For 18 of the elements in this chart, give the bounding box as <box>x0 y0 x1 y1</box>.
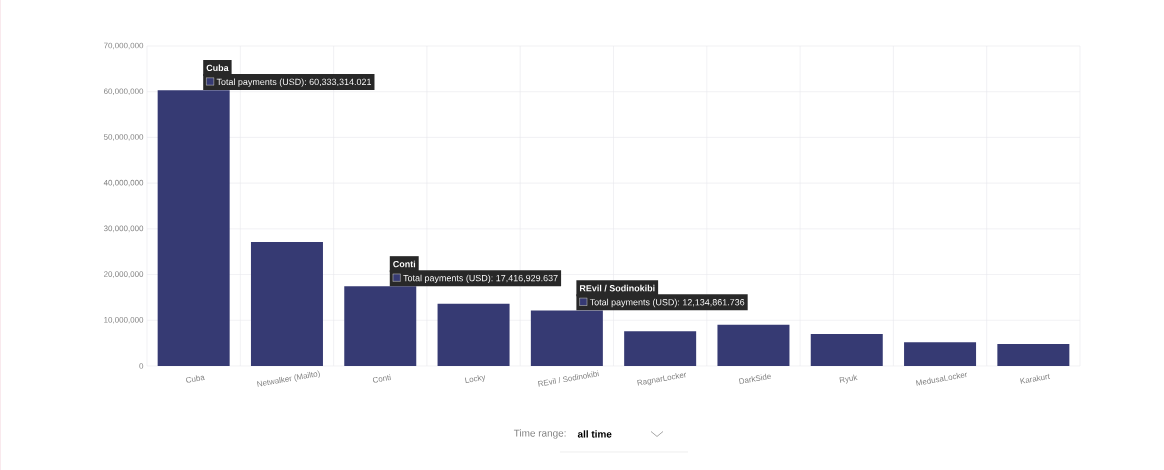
annotation: Total payments (USD): 60,333,314.021 <box>216 78 372 87</box>
bar <box>624 331 697 366</box>
text: Time range: <box>513 429 566 439</box>
bar <box>437 303 510 366</box>
annotation: Total payments (USD): 17,416,929.637 <box>403 274 558 284</box>
bar <box>997 344 1070 366</box>
annotation: Conti <box>393 260 416 268</box>
bar <box>344 286 417 366</box>
bar <box>250 242 323 366</box>
annotation: Total payments (USD): 12,134,861.736 <box>589 298 745 308</box>
annotation: REvil / Sodinokibi <box>579 284 655 292</box>
bar <box>904 342 977 366</box>
text: all time <box>577 430 612 438</box>
bar <box>530 310 603 366</box>
bar <box>810 333 883 366</box>
annotation: Cuba <box>206 64 229 72</box>
bar <box>157 90 230 366</box>
bar <box>717 324 790 366</box>
